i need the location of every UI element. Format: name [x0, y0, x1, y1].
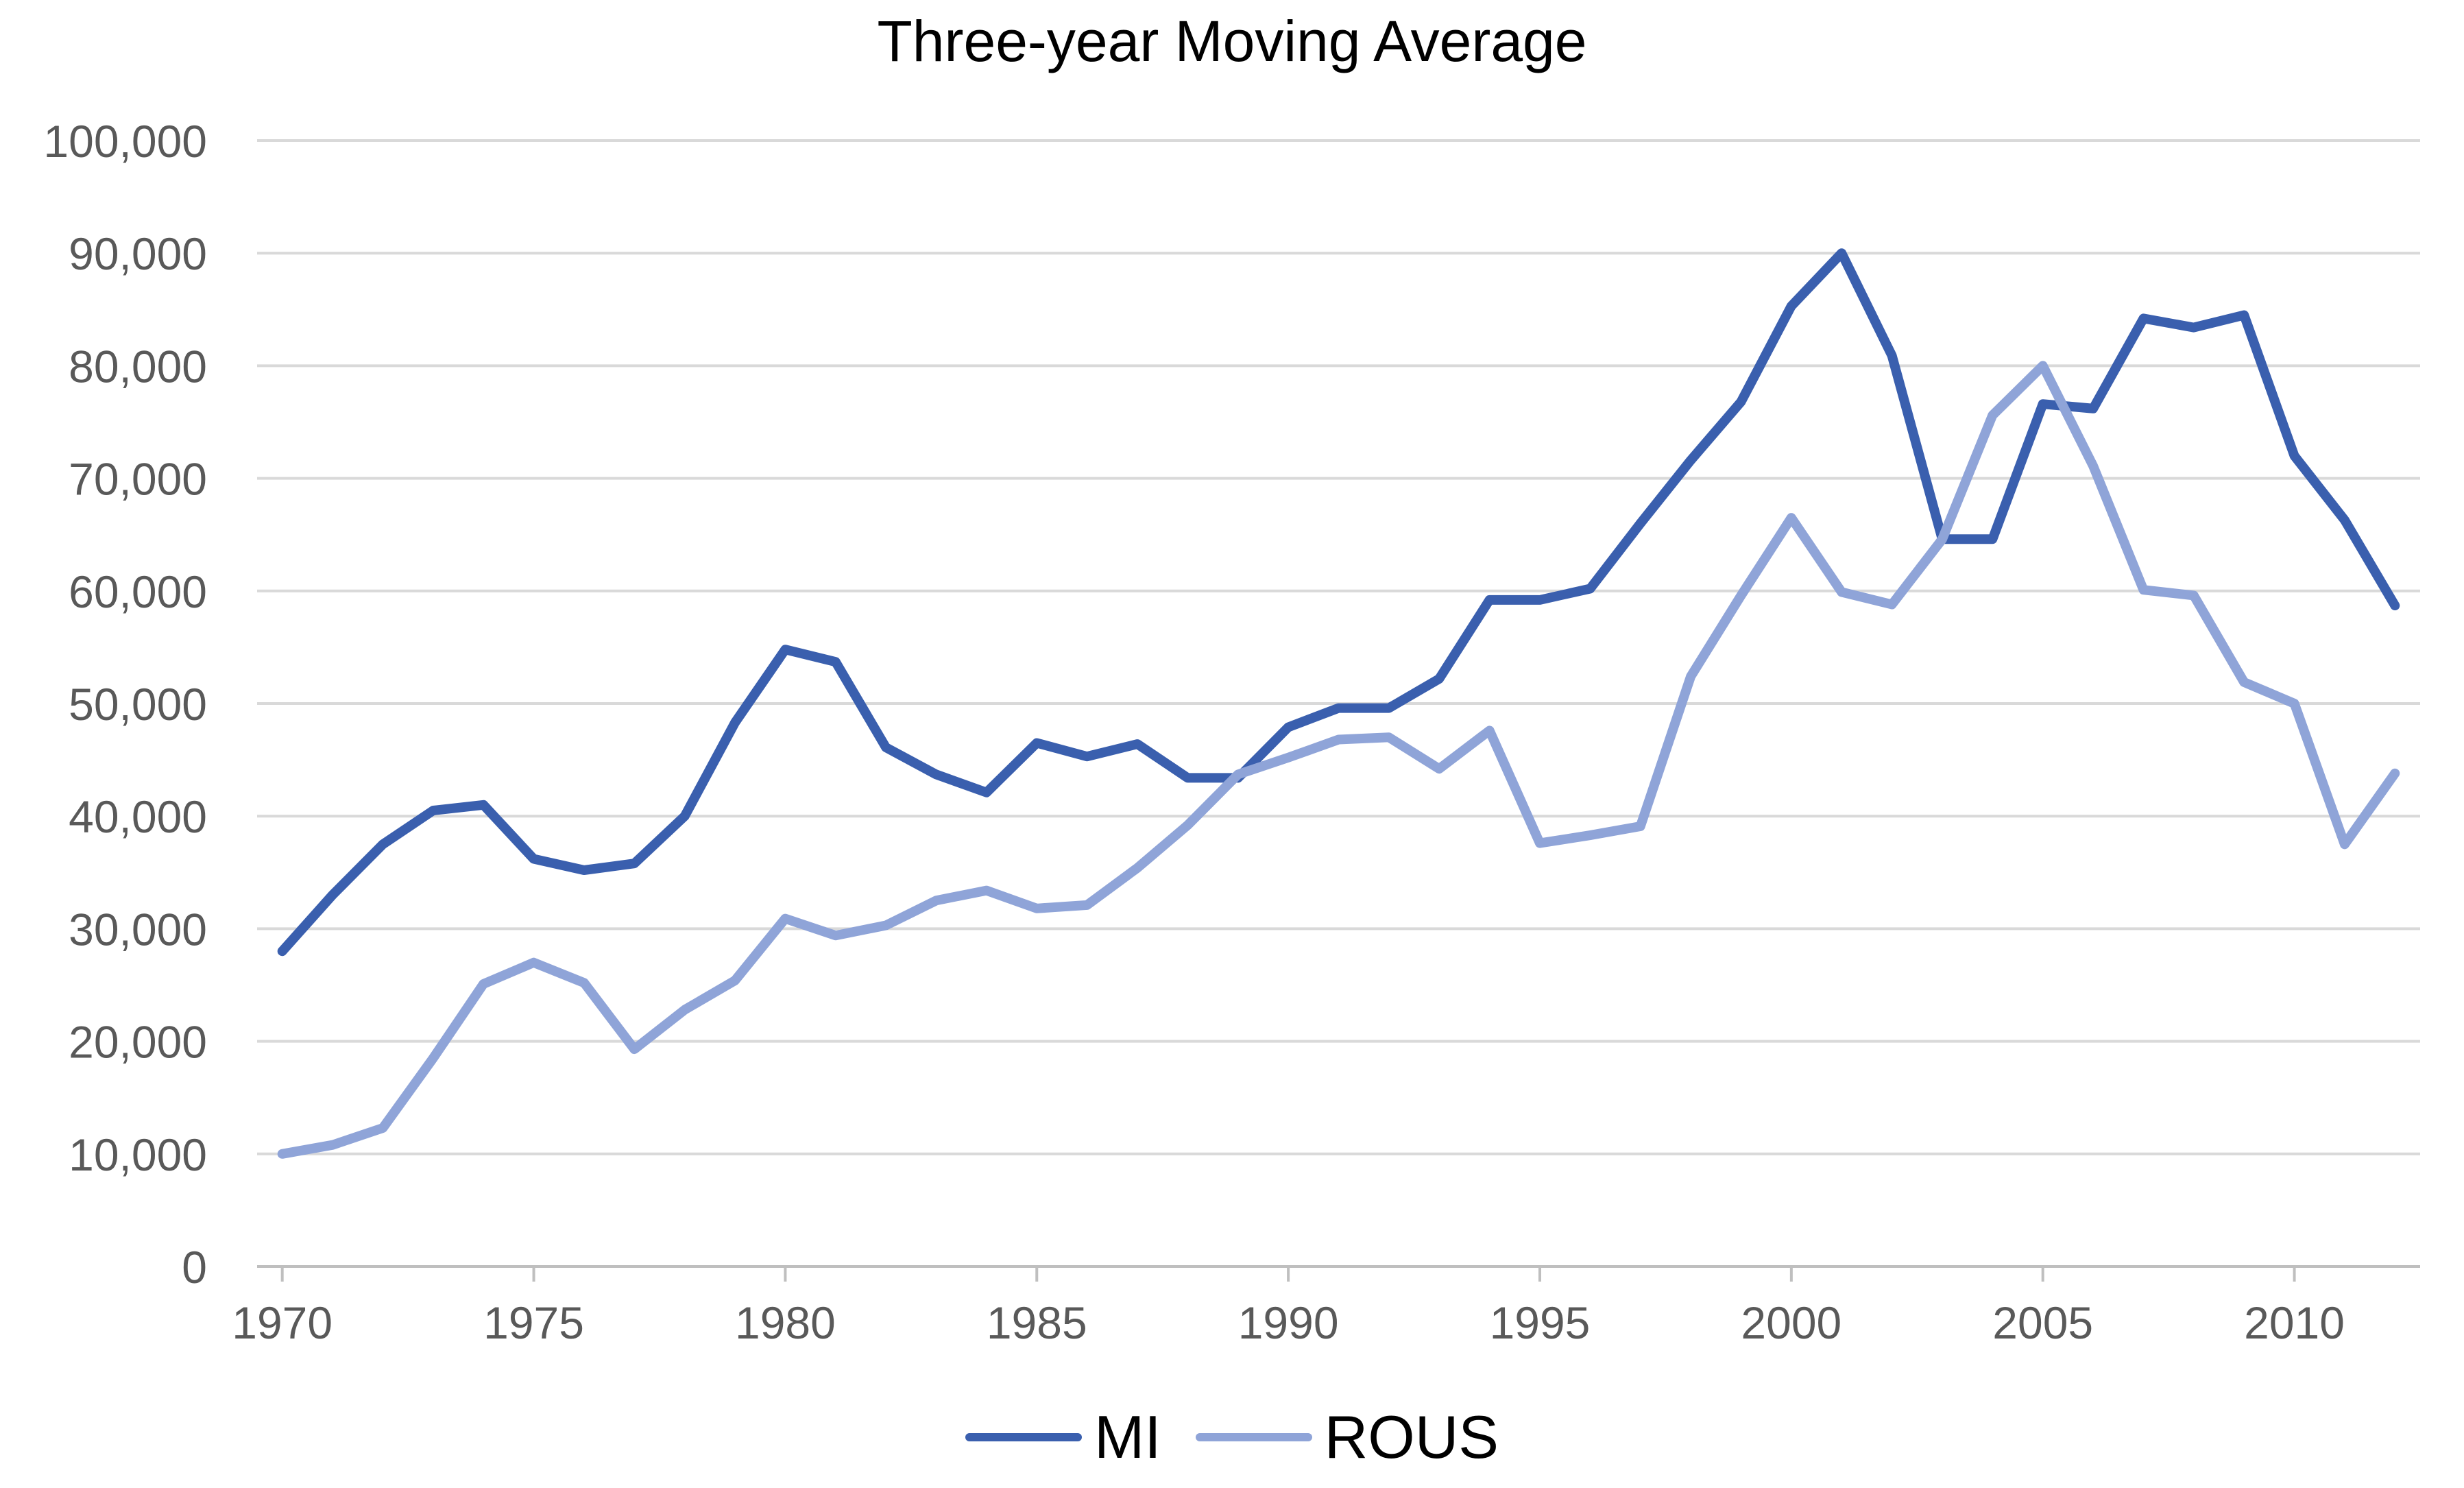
x-tick-label: 2000 [1741, 1297, 1841, 1348]
y-axis-tick-labels: 0 10,000 20,000 30,000 40,000 50,000 60,000 70,… [43, 116, 207, 1293]
series-line-mi [277, 248, 2400, 957]
chart-title: Three-year Moving Average [877, 9, 1587, 73]
legend-label-mi: MI [1094, 1403, 1161, 1471]
legend-item-rous[interactable]: ROUS [1195, 1402, 1499, 1472]
x-tick-label: 1995 [1490, 1297, 1591, 1348]
y-tick-label: 100,000 [43, 116, 207, 167]
y-tick-label: 0 [182, 1242, 207, 1293]
x-axis [257, 1265, 2420, 1282]
y-tick-label: 80,000 [69, 341, 207, 392]
grid-lines [257, 139, 2420, 1155]
x-tick-label: 1970 [232, 1297, 333, 1348]
legend: MI ROUS [0, 1402, 2464, 1472]
y-tick-label: 70,000 [69, 454, 207, 505]
legend-item-mi[interactable]: MI [965, 1402, 1161, 1472]
legend-swatch-mi [965, 1433, 1082, 1441]
x-tick-label: 1980 [735, 1297, 836, 1348]
x-tick-label: 1975 [483, 1297, 584, 1348]
y-tick-label: 50,000 [69, 679, 207, 730]
y-tick-label: 10,000 [69, 1129, 207, 1180]
y-tick-label: 20,000 [69, 1017, 207, 1068]
series-lines [277, 248, 2400, 1159]
x-tick-label: 2005 [1992, 1297, 2093, 1348]
series-line-rous [277, 361, 2400, 1159]
legend-swatch-rous [1195, 1433, 1312, 1441]
x-tick-label: 1990 [1238, 1297, 1339, 1348]
y-tick-label: 60,000 [69, 566, 207, 617]
x-tick-label: 1985 [987, 1297, 1087, 1348]
y-tick-label: 90,000 [69, 228, 207, 279]
y-tick-label: 30,000 [69, 904, 207, 955]
x-axis-tick-labels: 1970 1975 1980 1985 1990 1995 2000 2005 2010 [232, 1297, 2345, 1348]
x-tick-label: 2010 [2244, 1297, 2345, 1348]
legend-label-rous: ROUS [1324, 1403, 1499, 1471]
y-tick-label: 40,000 [69, 791, 207, 842]
